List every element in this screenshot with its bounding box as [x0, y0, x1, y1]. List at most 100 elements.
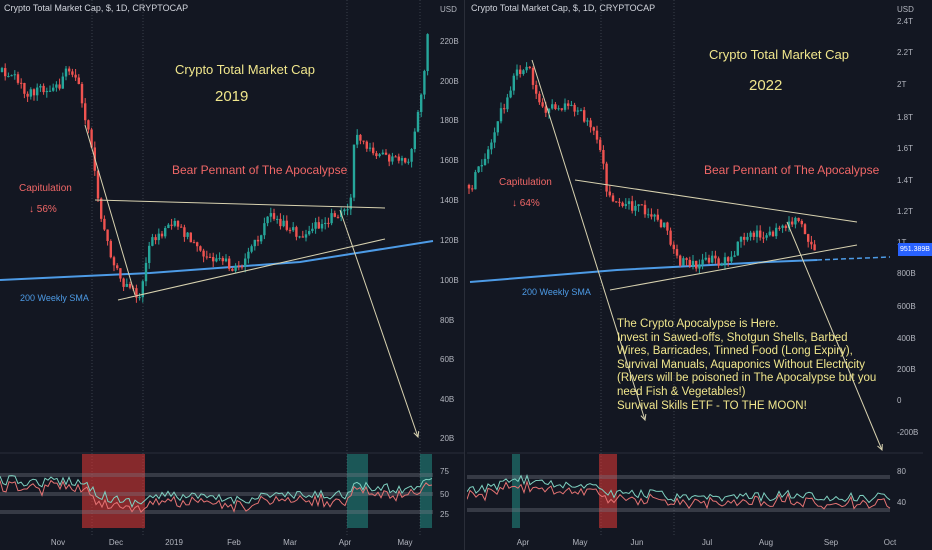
- candle-body: [176, 220, 180, 227]
- candle-body: [237, 265, 240, 267]
- x-tick-label: May: [572, 538, 587, 547]
- candle-body: [727, 257, 730, 262]
- candle-body: [87, 120, 90, 130]
- candle-body: [384, 152, 388, 155]
- candle-body: [202, 250, 205, 257]
- candle-body: [717, 258, 720, 266]
- candle-body: [295, 227, 298, 237]
- oscillator-signal: [0, 479, 433, 513]
- candle-body: [794, 217, 797, 225]
- candle-body: [381, 152, 384, 155]
- note-line: Survival Manuals, Aquaponics Without Ele…: [617, 358, 865, 371]
- candle-body: [26, 93, 29, 97]
- arrow-head: [877, 443, 883, 452]
- candle-body: [666, 222, 669, 231]
- candle-body: [752, 232, 755, 237]
- candle-body: [551, 104, 554, 109]
- candle-body: [317, 222, 320, 229]
- candle-body: [413, 131, 416, 150]
- candle-body: [515, 69, 519, 76]
- candle-body: [122, 278, 125, 287]
- candle-body: [810, 241, 813, 245]
- candle-body: [112, 257, 116, 266]
- candle-body: [100, 198, 103, 219]
- candle-body: [276, 218, 279, 220]
- capitulation-label: Capitulation: [499, 177, 552, 188]
- candle-body: [292, 227, 295, 231]
- pattern-label: Bear Pennant of The Apocalypse: [704, 163, 880, 177]
- candle-body: [279, 218, 282, 227]
- candle-body: [547, 108, 551, 113]
- x-tick-label: Aug: [759, 538, 773, 547]
- candle-body: [240, 266, 244, 268]
- x-tick-label: Mar: [283, 538, 297, 547]
- candle-body: [771, 231, 775, 237]
- candle-body: [84, 103, 87, 121]
- candle-body: [80, 83, 84, 104]
- candle-body: [301, 236, 304, 238]
- capitulation-label: Capitulation: [19, 183, 72, 194]
- candle-body: [244, 258, 247, 267]
- candle-body: [20, 82, 23, 84]
- trend-line: [786, 221, 883, 451]
- candle-body: [669, 230, 672, 245]
- candle-body: [215, 258, 218, 262]
- candle-body: [688, 259, 691, 267]
- candle-body: [733, 255, 736, 257]
- trend-line: [609, 244, 858, 291]
- candle-body: [141, 281, 144, 298]
- y-tick-label: 0: [897, 396, 902, 405]
- candle-body: [96, 170, 100, 199]
- capitulation-pct: ↓ 64%: [512, 198, 540, 209]
- candle-body: [474, 172, 477, 190]
- candle-body: [509, 90, 512, 98]
- candle-body: [787, 221, 791, 229]
- candle-body: [416, 111, 420, 132]
- candle-body: [720, 264, 723, 266]
- candle-body: [800, 220, 803, 225]
- chart-canvas-2019[interactable]: USD 220B 200B 180B 160B 140B 120B 100B 80B 60B 40B…: [0, 0, 464, 550]
- candle-body: [39, 85, 42, 88]
- sma-200w-line: [469, 259, 818, 283]
- apocalypse-note: The Crypto Apocalypse is Here. Invest in…: [617, 318, 917, 413]
- candle-body: [512, 75, 515, 91]
- y-tick-label: 1.4T: [897, 176, 913, 185]
- candle-body: [183, 227, 186, 237]
- symbol-header[interactable]: Crypto Total Market Cap, $, 1D, CRYPTOCA…: [471, 3, 656, 13]
- candle-body: [208, 256, 212, 258]
- candle-body: [282, 220, 285, 227]
- trend-line: [339, 209, 419, 438]
- candle-body: [471, 188, 474, 190]
- candle-body: [0, 68, 4, 72]
- candle-body: [490, 142, 493, 150]
- candle-body: [48, 90, 52, 92]
- osc-tick-label: 50: [440, 490, 449, 499]
- candle-body: [803, 224, 807, 235]
- candle-body: [324, 222, 327, 224]
- candle-body: [4, 68, 7, 77]
- candle-body: [349, 197, 352, 210]
- candle-body: [723, 257, 727, 265]
- candle-body: [701, 259, 704, 265]
- candle-body: [503, 108, 506, 110]
- overbought-band: [512, 454, 520, 528]
- candle-body: [535, 84, 538, 94]
- candle-body: [544, 106, 547, 113]
- candle-body: [506, 97, 509, 110]
- candle-body: [554, 104, 557, 110]
- y-tick-label: 200B: [440, 77, 459, 86]
- candle-body: [256, 239, 260, 242]
- chart-title: Crypto Total Market Cap: [709, 47, 849, 62]
- trend-line: [531, 59, 646, 421]
- y-tick-label: 40B: [440, 395, 454, 404]
- candle-body: [285, 220, 288, 230]
- trend-line: [117, 238, 386, 301]
- oversold-band: [599, 454, 617, 528]
- candle-body: [375, 153, 378, 157]
- symbol-header[interactable]: Crypto Total Market Cap, $, 1D, CRYPTOCA…: [4, 3, 189, 13]
- chart-canvas-2022[interactable]: USD 2.4T 2.2T 2T 1.8T 1.6T 1.4T 1.2T 1T 800B 600B 4…: [467, 0, 932, 550]
- candle-body: [128, 284, 132, 288]
- candle-body: [765, 235, 768, 238]
- candle-body: [196, 242, 199, 247]
- candle-body: [269, 213, 272, 217]
